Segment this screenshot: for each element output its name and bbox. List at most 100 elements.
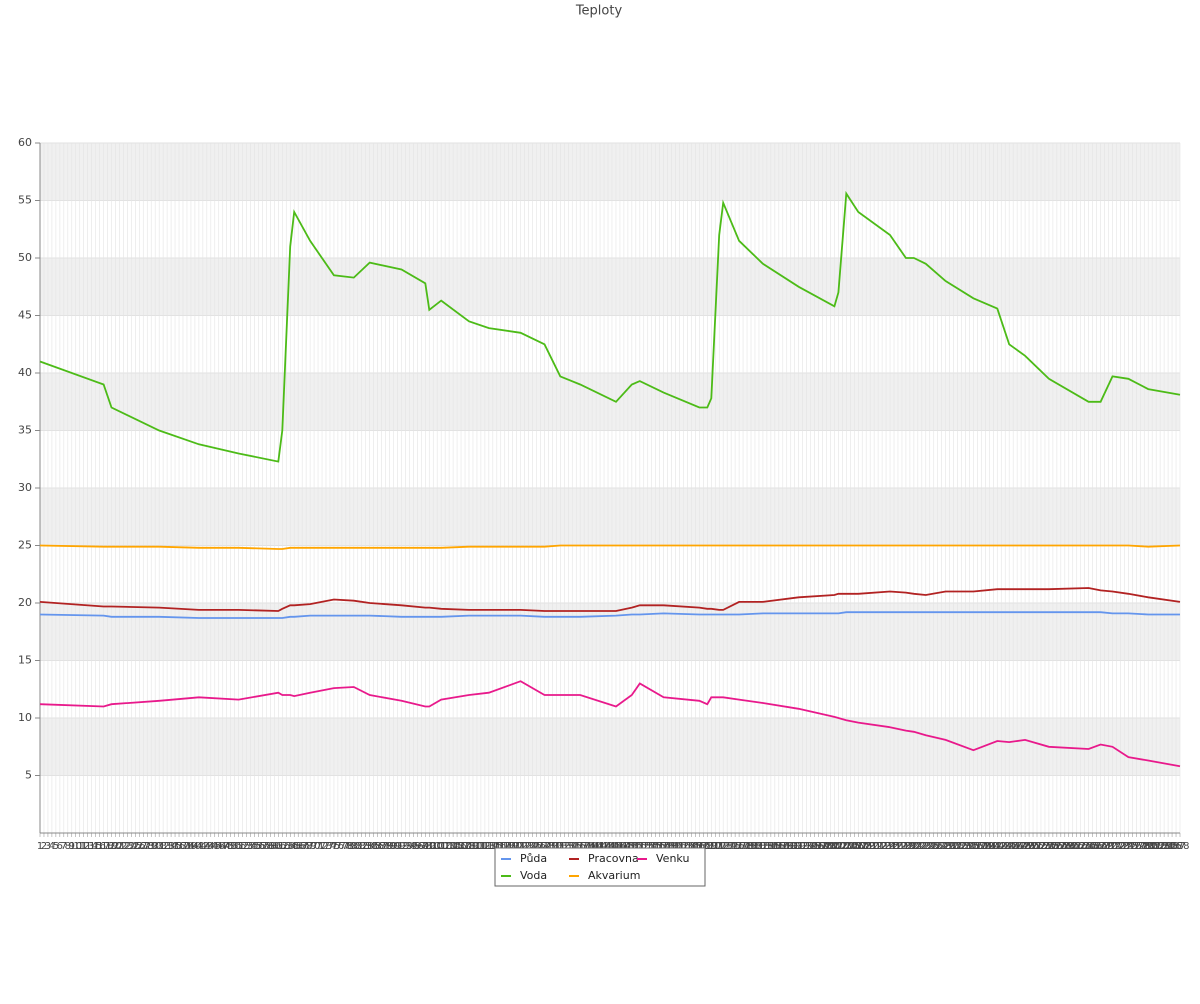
x-tick-label: 257 <box>1047 841 1066 852</box>
series-line <box>39 190 1181 463</box>
x-tick-label: 194 <box>797 841 816 852</box>
x-tick-label: 149 <box>618 841 637 852</box>
x-tick-label: 235 <box>960 841 979 852</box>
x-tick-label: 55 <box>248 841 261 852</box>
x-tick-label: 6 <box>57 841 63 852</box>
x-tick-label: 136 <box>567 841 586 852</box>
x-tick-label: 135 <box>563 841 582 852</box>
x-tick-label: 9 <box>69 841 75 852</box>
x-tick-label: 183 <box>753 841 772 852</box>
x-tick-label: 221 <box>904 841 923 852</box>
x-tick-label: 156 <box>646 841 665 852</box>
x-tick-label: 252 <box>1027 841 1046 852</box>
x-tick-label: 169 <box>698 841 717 852</box>
x-tick-label: 63 <box>280 841 293 852</box>
x-tick-label: 261 <box>1063 841 1082 852</box>
x-tick-label: 206 <box>845 841 864 852</box>
x-tick-label: 129 <box>539 841 558 852</box>
x-tick-label: 256 <box>1043 841 1062 852</box>
x-tick-label: 249 <box>1016 841 1035 852</box>
x-tick-label: 74 <box>324 841 337 852</box>
x-tick-label: 27 <box>137 841 150 852</box>
grid-band <box>40 718 1180 776</box>
x-tick-label: 35 <box>169 841 182 852</box>
x-tick-label: 81 <box>351 841 364 852</box>
x-tick-label: 153 <box>634 841 653 852</box>
x-tick-label: 240 <box>980 841 999 852</box>
x-tick-label: 33 <box>161 841 174 852</box>
x-tick-label: 184 <box>757 841 776 852</box>
x-tick-label: 88 <box>379 841 392 852</box>
x-tick-label: 193 <box>793 841 812 852</box>
x-tick-label: 228 <box>932 841 951 852</box>
x-tick-label: 104 <box>440 841 459 852</box>
x-tick-label: 191 <box>785 841 804 852</box>
x-tick-label: 204 <box>837 841 856 852</box>
x-tick-label: 211 <box>865 841 884 852</box>
x-tick-label: 158 <box>654 841 673 852</box>
x-tick-label: 8 <box>65 841 71 852</box>
x-tick-label: 185 <box>761 841 780 852</box>
x-tick-label: 246 <box>1004 841 1023 852</box>
x-tick-label: 230 <box>940 841 959 852</box>
x-tick-label: 70 <box>308 841 321 852</box>
x-tick-label: 212 <box>869 841 888 852</box>
x-tick-label: 54 <box>244 841 257 852</box>
x-tick-label: 10 <box>69 841 82 852</box>
x-tick-label: 75 <box>328 841 341 852</box>
x-tick-label: 123 <box>515 841 534 852</box>
x-tick-label: 17 <box>97 841 110 852</box>
x-tick-label: 44 <box>204 841 217 852</box>
y-tick-label: 40 <box>18 366 32 379</box>
x-tick-label: 115 <box>483 841 502 852</box>
x-tick-label: 46 <box>212 841 225 852</box>
chart-title: Teploty <box>575 4 623 19</box>
x-tick-label: 141 <box>587 841 606 852</box>
grid-band <box>40 488 1180 546</box>
x-tick-label: 119 <box>499 841 518 852</box>
x-tick-label: 113 <box>475 841 494 852</box>
x-tick-label: 259 <box>1055 841 1074 852</box>
x-tick-label: 116 <box>487 841 506 852</box>
legend-label: Půda <box>520 852 547 865</box>
legend-label: Venku <box>656 852 689 865</box>
x-tick-label: 121 <box>507 841 526 852</box>
x-tick-label: 241 <box>984 841 1003 852</box>
x-tick-label: 66 <box>292 841 305 852</box>
x-tick-label: 258 <box>1051 841 1070 852</box>
x-tick-label: 53 <box>240 841 253 852</box>
x-tick-label: 223 <box>912 841 931 852</box>
x-tick-label: 29 <box>145 841 158 852</box>
legend-label: Akvarium <box>588 869 640 882</box>
x-tick-label: 65 <box>288 841 301 852</box>
x-tick-label: 5 <box>53 841 59 852</box>
x-tick-label: 244 <box>996 841 1015 852</box>
x-tick-label: 95 <box>407 841 420 852</box>
x-tick-label: 229 <box>936 841 955 852</box>
x-tick-label: 192 <box>789 841 808 852</box>
x-tick-label: 251 <box>1023 841 1042 852</box>
x-tick-label: 38 <box>181 841 194 852</box>
x-tick-label: 157 <box>650 841 669 852</box>
x-tick-label: 76 <box>332 841 345 852</box>
x-tick-label: 91 <box>391 841 404 852</box>
x-tick-label: 188 <box>773 841 792 852</box>
x-tick-label: 30 <box>149 841 162 852</box>
x-tick-label: 247 <box>1008 841 1027 852</box>
x-tick-label: 171 <box>706 841 725 852</box>
x-tick-label: 278 <box>1131 841 1150 852</box>
x-tick-label: 103 <box>436 841 455 852</box>
x-tick-label: 100 <box>424 841 443 852</box>
x-tick-label: 109 <box>459 841 478 852</box>
x-tick-label: 236 <box>964 841 983 852</box>
x-tick-label: 208 <box>853 841 872 852</box>
x-tick-label: 43 <box>200 841 213 852</box>
x-tick-label: 114 <box>479 841 498 852</box>
x-tick-label: 152 <box>630 841 649 852</box>
x-tick-label: 31 <box>153 841 166 852</box>
x-tick-label: 15 <box>89 841 102 852</box>
x-tick-label: 286 <box>1163 841 1182 852</box>
x-tick-label: 279 <box>1135 841 1154 852</box>
